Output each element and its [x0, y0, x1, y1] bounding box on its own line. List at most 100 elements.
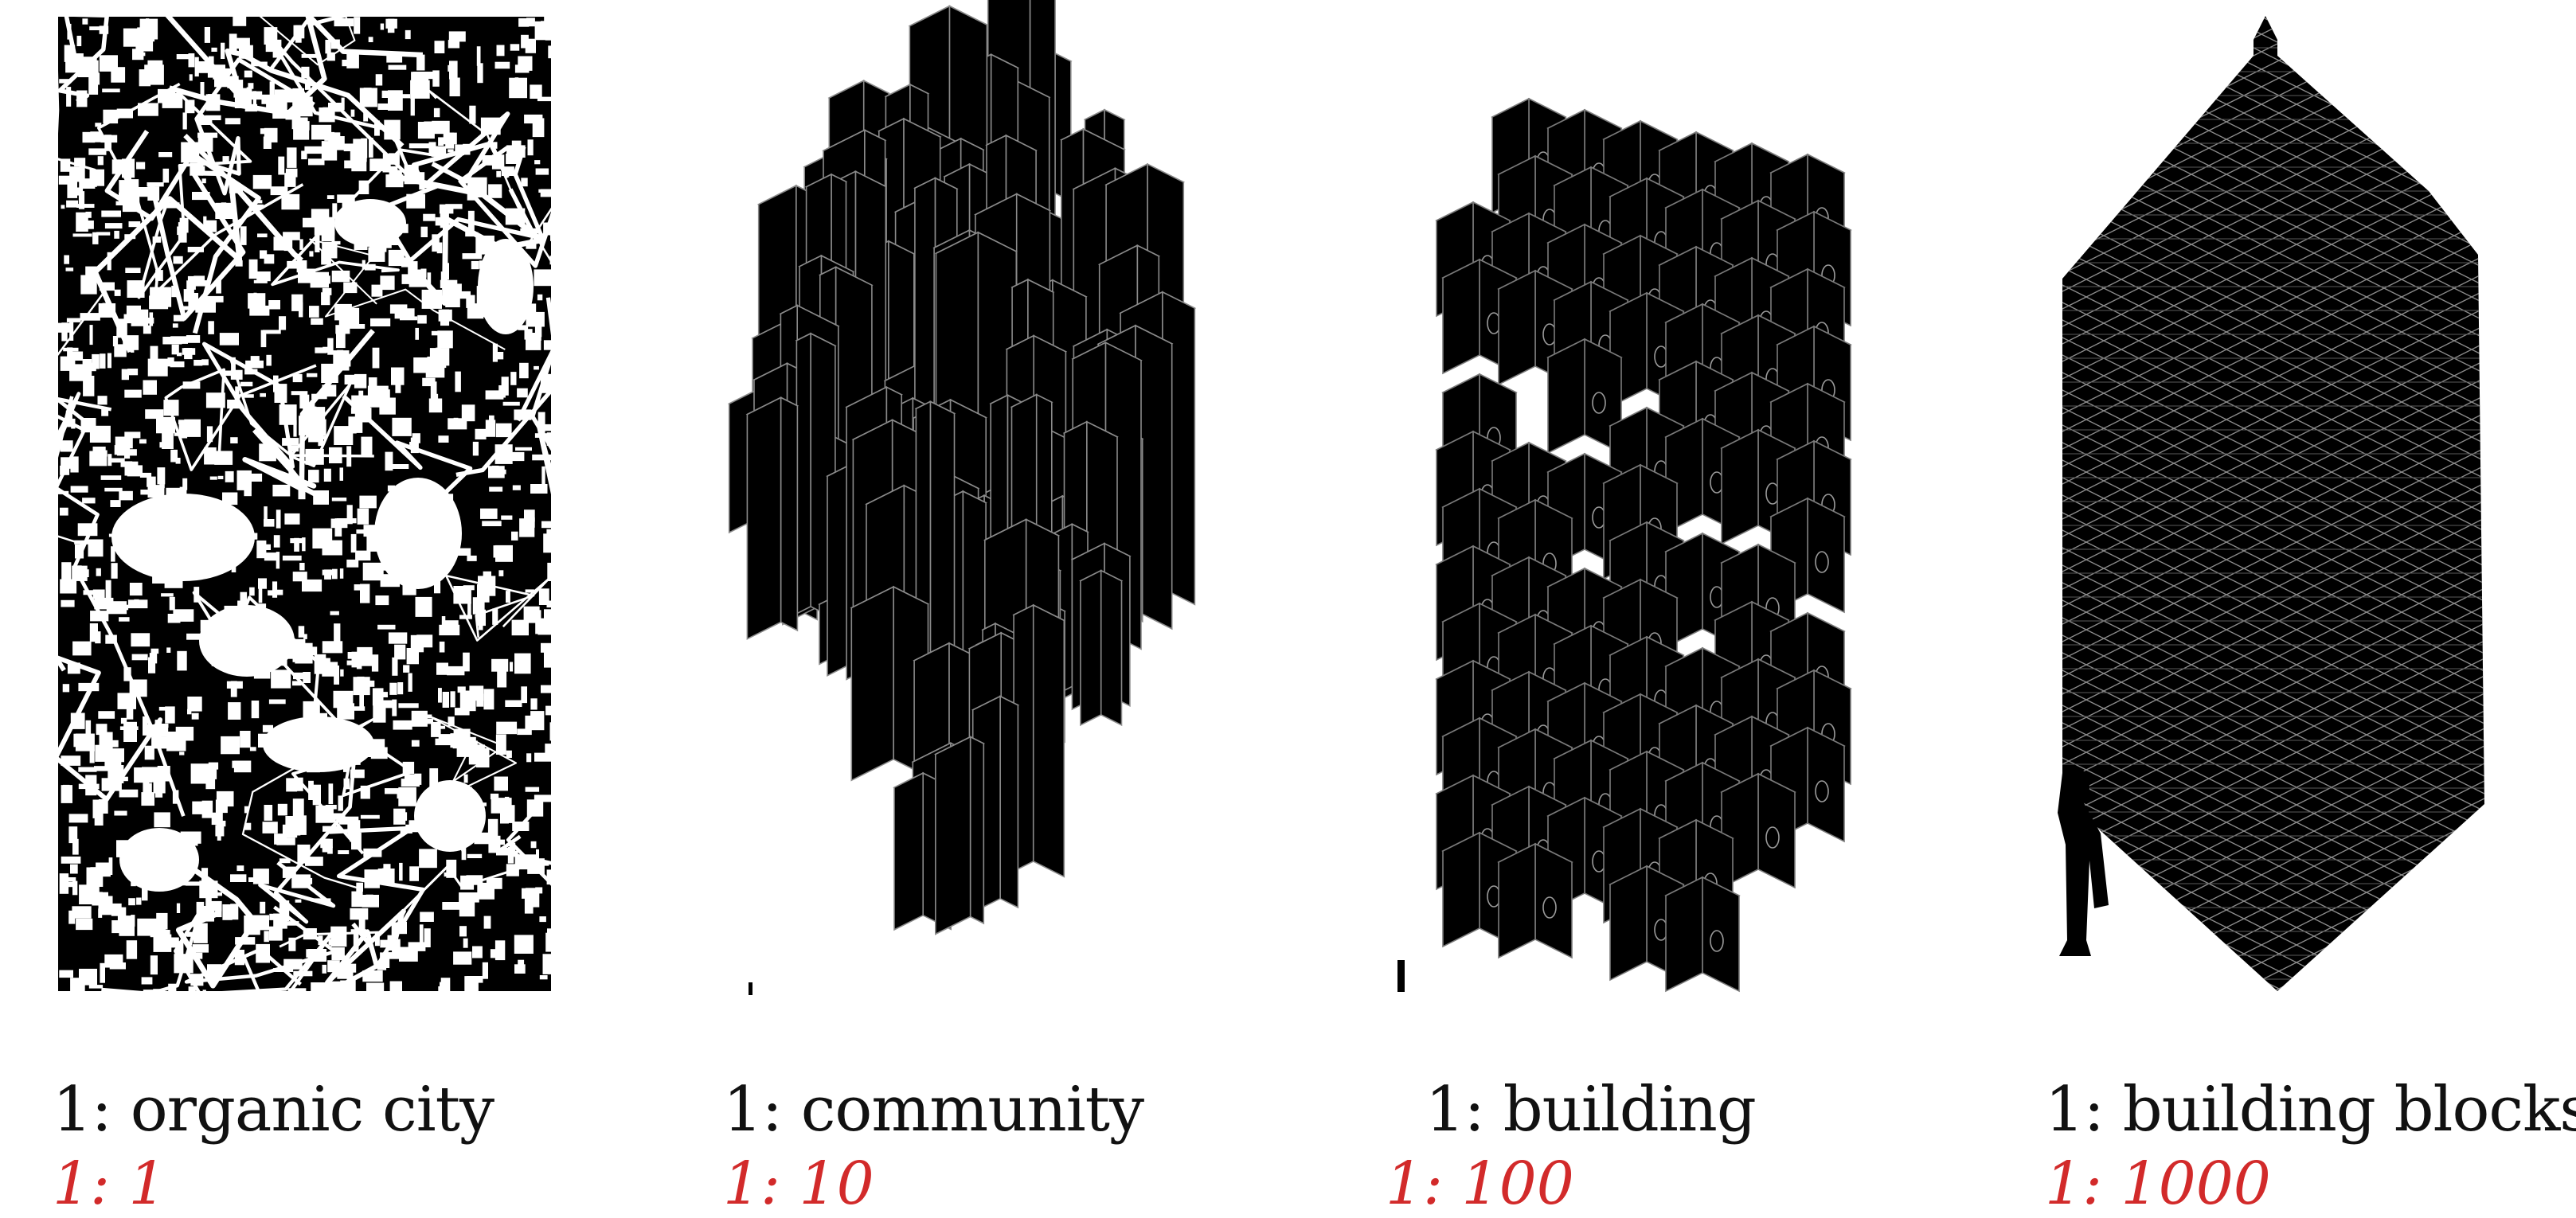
map-open-space — [439, 641, 445, 653]
map-open-space — [207, 767, 217, 779]
map-open-space — [356, 882, 363, 892]
map-open-space — [184, 419, 201, 437]
map-open-space — [478, 576, 496, 596]
map-open-space — [105, 580, 111, 601]
module-window — [1815, 780, 1829, 802]
map-open-space — [449, 61, 458, 80]
map-open-space — [193, 275, 205, 285]
map-open-space — [476, 46, 481, 66]
map-open-space — [305, 857, 323, 866]
map-open-space — [377, 869, 395, 884]
map-open-space — [287, 260, 304, 269]
map-open-space — [494, 776, 508, 791]
map-open-space — [143, 325, 151, 334]
map-open-space — [373, 705, 386, 723]
map-open-space — [58, 175, 76, 185]
map-open-space — [88, 148, 107, 155]
map-open-space — [304, 121, 310, 131]
map-open-space — [65, 53, 84, 73]
map-street — [258, 733, 358, 924]
map-open-space — [107, 353, 111, 369]
map-open-space — [281, 193, 300, 210]
map-open-space — [124, 444, 131, 459]
map-open-space — [60, 356, 76, 371]
building-module — [1491, 785, 1567, 902]
map-open-space — [200, 82, 205, 96]
map-open-space — [451, 548, 471, 556]
map-open-space — [294, 777, 303, 791]
map-open-space — [179, 751, 185, 755]
map-open-space — [147, 358, 168, 377]
map-open-space — [88, 76, 99, 95]
map-open-space — [440, 309, 450, 326]
caption-organic-city: 1: organic city — [53, 1074, 494, 1146]
map-open-space — [432, 234, 440, 252]
map-open-space — [417, 314, 427, 324]
map-open-space — [401, 274, 416, 284]
map-open-space — [98, 908, 103, 918]
map-open-space — [59, 873, 69, 894]
map-open-space — [483, 915, 491, 929]
map-open-space — [89, 425, 111, 443]
map-open-space — [391, 367, 405, 385]
map-open-space — [76, 212, 88, 232]
map-open-space — [268, 590, 277, 596]
map-open-space — [272, 484, 291, 497]
map-open-space — [447, 666, 465, 676]
map-open-space — [432, 70, 440, 87]
map-open-space — [393, 720, 412, 730]
map-open-space — [370, 747, 388, 759]
map-open-space — [405, 824, 426, 833]
map-open-space — [89, 749, 95, 763]
map-open-space — [434, 574, 441, 594]
map-open-space — [187, 709, 192, 715]
map-open-space — [100, 475, 122, 480]
human-silhouette — [2058, 767, 2109, 956]
map-open-space — [422, 377, 436, 387]
map-open-space — [375, 74, 383, 86]
map-open-space — [495, 545, 513, 562]
map-open-space — [408, 942, 426, 951]
map-open-space — [187, 697, 202, 712]
map-open-space — [443, 132, 457, 145]
map-open-space — [109, 962, 126, 970]
map-open-space — [491, 658, 509, 672]
map-open-space — [266, 98, 283, 110]
map-open-space — [428, 398, 443, 413]
map-open-space — [162, 92, 183, 108]
community-tower — [745, 396, 799, 640]
map-open-space — [166, 647, 171, 653]
map-open-space — [292, 681, 302, 686]
map-open-space — [449, 77, 460, 96]
map-open-space — [132, 49, 144, 61]
map-open-space — [523, 606, 540, 623]
map-open-space — [158, 152, 173, 158]
map-open-space — [271, 670, 291, 689]
map-open-space — [72, 233, 92, 237]
map-open-space — [534, 365, 539, 370]
map-open-space — [392, 94, 410, 99]
map-open-space — [521, 178, 528, 187]
map-open-space — [298, 626, 305, 638]
map-open-space — [372, 347, 380, 369]
map-open-space — [530, 698, 537, 710]
map-open-space — [88, 985, 104, 989]
map-open-space — [92, 799, 100, 818]
map-open-space — [104, 487, 123, 492]
building-module — [1664, 876, 1741, 993]
map-open-space — [76, 918, 93, 931]
map-park — [111, 494, 255, 581]
map-open-space — [146, 18, 150, 35]
map-open-space — [148, 657, 156, 673]
map-open-space — [363, 154, 367, 162]
map-open-space — [342, 60, 359, 67]
map-open-space — [273, 913, 287, 929]
map-open-space — [448, 149, 454, 153]
map-open-space — [322, 346, 334, 353]
map-open-space — [303, 104, 311, 109]
map-open-space — [527, 139, 534, 156]
map-open-space — [155, 270, 163, 281]
map-open-space — [237, 600, 244, 608]
map-open-space — [356, 529, 370, 534]
map-open-space — [221, 736, 240, 755]
